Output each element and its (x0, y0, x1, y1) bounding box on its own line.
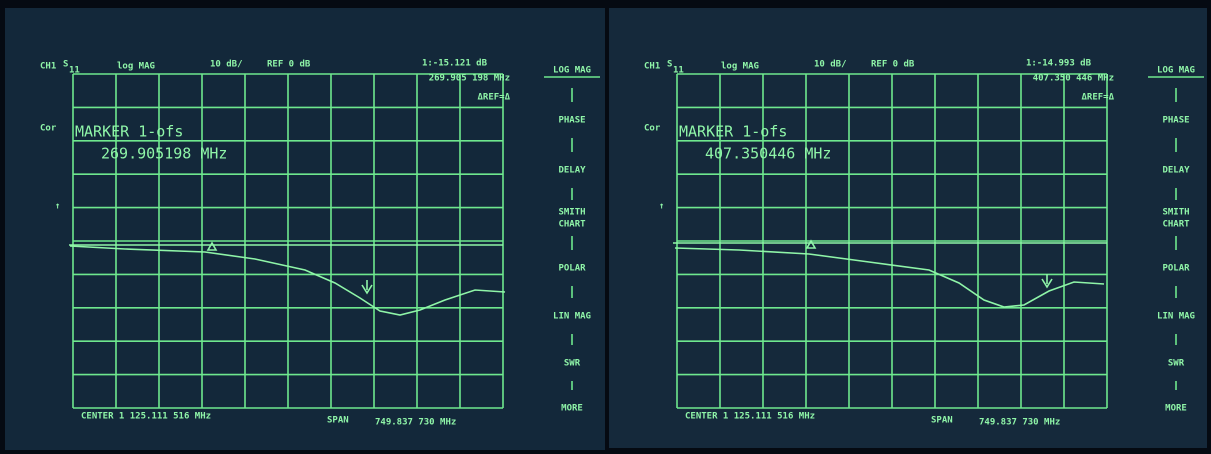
channel: CH1 (40, 62, 56, 72)
delta-ref: ΔREF=Δ (477, 93, 510, 103)
channel: CH1 (644, 62, 660, 72)
span-label: SPAN (931, 416, 953, 426)
softkey[interactable]: POLAR (1162, 264, 1190, 274)
marker-freq: 407.350 446 MHz (1033, 74, 1114, 84)
marker-value: 407.350446 MHz (705, 145, 831, 163)
softkey[interactable]: SMITH (558, 208, 585, 218)
scale: 10 dB/ (210, 60, 243, 70)
marker-readout: 1:-15.121 dB (422, 59, 488, 69)
softkey[interactable]: SMITH (1162, 208, 1189, 218)
delta-ref: ΔREF=Δ (1081, 93, 1114, 103)
center-freq: CENTER 1 125.111 516 MHz (685, 412, 815, 422)
span-value: 749.837 730 MHz (375, 418, 456, 428)
marker-readout: 1:-14.993 dB (1026, 59, 1092, 69)
marker-title: MARKER 1-ofs (75, 123, 183, 141)
center-freq: CENTER 1 125.111 516 MHz (81, 412, 211, 422)
up-arrow: ↑ (659, 202, 664, 212)
trace (674, 247, 1105, 308)
softkey[interactable]: DELAY (558, 166, 586, 176)
softkey[interactable]: SWR (1168, 359, 1185, 369)
marker-arrow (1041, 274, 1053, 289)
screen-left (5, 8, 605, 450)
softkey[interactable]: MORE (561, 404, 583, 414)
softkey[interactable]: MORE (1165, 404, 1187, 414)
softkey[interactable]: PHASE (1162, 116, 1189, 126)
span-label: SPAN (327, 416, 349, 426)
analyzer-screen: CH1 S11 log MAG 10 dB/REF 0 dB 1:-14.993 dB 4… (644, 59, 1204, 428)
softkey[interactable]: SWR (564, 359, 581, 369)
softkey[interactable]: LOG MAG (1157, 66, 1195, 76)
param: S (667, 60, 672, 70)
softkey[interactable]: DELAY (1162, 166, 1190, 176)
format: log MAG (721, 62, 759, 72)
marker-freq: 269.905 198 MHz (429, 74, 510, 84)
param: S (63, 60, 68, 70)
marker-title: MARKER 1-ofs (679, 123, 787, 141)
analyzer-screen: CH1 S11 log MAG 10 dB/REF 0 dB 1:-15.121 dB 2… (40, 59, 600, 428)
span-value: 749.837 730 MHz (979, 418, 1060, 428)
marker-arrow (361, 280, 373, 295)
softkey[interactable]: LIN MAG (1157, 312, 1195, 322)
cor: Cor (40, 124, 57, 134)
delta-marker (206, 241, 218, 251)
param-sub: 11 (673, 66, 684, 76)
up-arrow: ↑ (55, 202, 60, 212)
param-sub: 11 (69, 66, 80, 76)
cor: Cor (644, 124, 661, 134)
ref-level: REF 0 dB (871, 60, 915, 70)
format: log MAG (117, 62, 155, 72)
softkey[interactable]: CHART (1162, 220, 1190, 230)
ref-level: REF 0 dB (267, 60, 311, 70)
trace (69, 245, 506, 316)
softkey[interactable]: PHASE (558, 116, 585, 126)
softkey[interactable]: POLAR (558, 264, 586, 274)
scale: 10 dB/ (814, 60, 847, 70)
softkey[interactable]: LIN MAG (553, 312, 591, 322)
delta-marker (805, 239, 817, 249)
marker-value: 269.905198 MHz (101, 145, 227, 163)
softkey[interactable]: CHART (558, 220, 586, 230)
softkey[interactable]: LOG MAG (553, 66, 591, 76)
